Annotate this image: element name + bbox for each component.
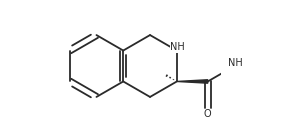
Text: NH: NH	[170, 42, 185, 52]
Text: O: O	[204, 109, 212, 119]
Text: NH: NH	[228, 58, 243, 68]
Polygon shape	[177, 80, 208, 83]
